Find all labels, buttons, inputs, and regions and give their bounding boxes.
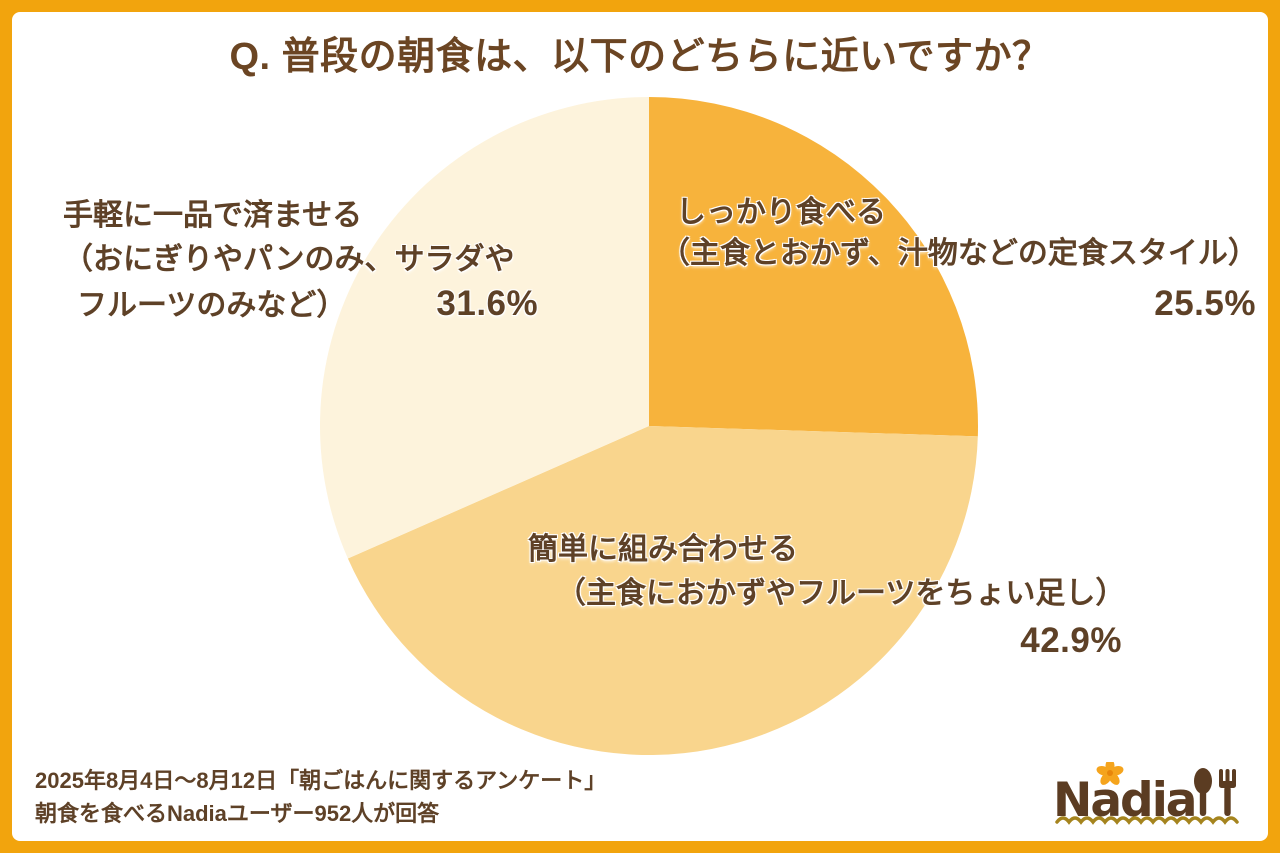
infographic-canvas: Q. 普段の朝食は、以下のどちらに近いですか？ しっかり食べる （主食とおかず、… [12, 12, 1268, 841]
slice-label-hearty: しっかり食べる （主食とおかず、汁物などの定食スタイル） 25.5% [660, 192, 1258, 326]
nadia-logo-graphic: Nadia [1053, 762, 1239, 828]
slice-label-line: （主食とおかず、汁物などの定食スタイル） [660, 237, 1258, 270]
slice-label-line: 簡単に組み合わせる [528, 533, 798, 566]
slice-label-line: （主食におかずやフルーツをちょい足し） [556, 577, 1126, 610]
slice-label-line: フルーツのみなど） [77, 289, 347, 322]
slice-percentage: 31.6% [436, 284, 539, 323]
slice-label-simple: 手軽に一品で済ませる （おにぎりやパンのみ、サラダや フルーツのみなど） 31.… [63, 194, 543, 328]
slice-percentage: 42.9% [1020, 621, 1122, 660]
pie-chart [320, 96, 979, 755]
slice-percentage: 25.5% [1154, 284, 1256, 323]
wavy-underline [1055, 816, 1239, 825]
slice-label-line: しっかり食べる [676, 196, 886, 229]
spoon-icon [1194, 768, 1212, 816]
pie-slice [320, 97, 649, 559]
survey-respondents: 朝食を食べるNadiaユーザー952人が回答 [35, 801, 440, 826]
slice-label-line: 手軽に一品で済ませる [63, 199, 363, 232]
pie-slice [649, 96, 979, 437]
chart-title: Q. 普段の朝食は、以下のどちらに近いですか？ [229, 36, 1051, 78]
slice-label-combine: 簡単に組み合わせる （主食におかずやフルーツをちょい足し） 42.9% [528, 528, 1128, 665]
fork-icon [1219, 769, 1236, 816]
survey-period: 2025年8月4日～8月12日「朝ごはんに関するアンケート」 [35, 768, 607, 793]
nadia-logo: Nadia [1053, 762, 1243, 830]
pie-slice [347, 426, 978, 755]
slice-label-line: （おにぎりやパンのみ、サラダや [63, 243, 515, 276]
survey-note: 2025年8月4日～8月12日「朝ごはんに関するアンケート」 朝食を食べるNad… [35, 764, 606, 830]
flower-icon [1096, 762, 1124, 785]
